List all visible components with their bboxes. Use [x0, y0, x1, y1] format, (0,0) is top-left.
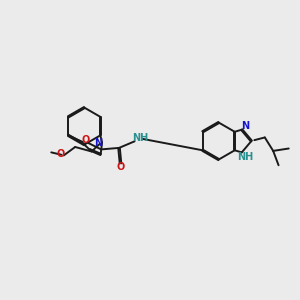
Text: NH: NH [132, 134, 148, 143]
Text: N: N [241, 121, 249, 131]
Text: NH: NH [237, 152, 254, 162]
Text: O: O [116, 162, 125, 172]
Text: N: N [94, 138, 103, 148]
Text: O: O [56, 148, 64, 159]
Text: O: O [82, 135, 90, 145]
